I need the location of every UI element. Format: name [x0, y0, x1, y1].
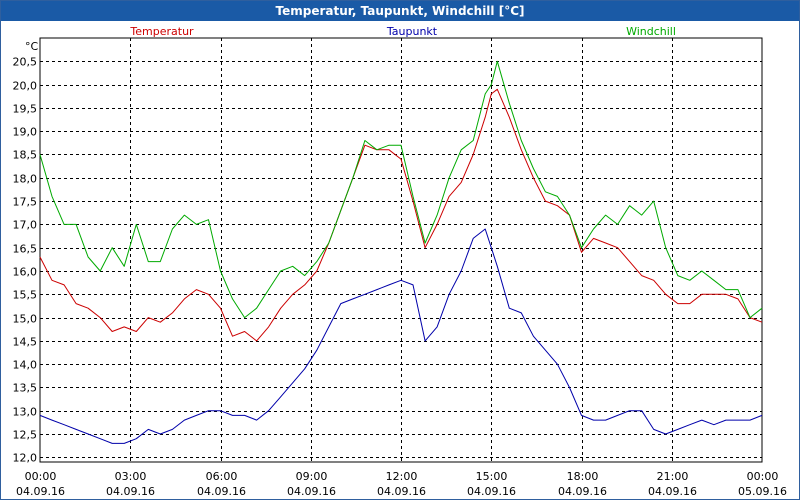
plot-frame: [39, 37, 763, 463]
x-tick-time: 00:00: [25, 470, 57, 483]
x-tick-date: 04.09.16: [287, 485, 336, 498]
x-tick-time: 09:00: [296, 470, 328, 483]
y-tick-label: 13,0: [13, 406, 38, 419]
y-tick-label: 13,5: [13, 382, 38, 395]
x-tick-date: 04.09.16: [197, 485, 246, 498]
y-axis-ticks: 12,0 12,5 13,0 13,5 14,0 14,5 15,0 15,5 16,0 16,5…: [13, 56, 38, 465]
y-tick-label: 16,0: [13, 266, 38, 279]
series-line-taupunkt: [39, 228, 763, 444]
x-tick-date: 04.09.16: [377, 485, 426, 498]
x-tick-date: 05.09.16: [738, 485, 787, 498]
x-tick-time: 03:00: [115, 470, 147, 483]
y-tick-label: 20,0: [13, 80, 38, 93]
y-tick-label: 18,0: [13, 173, 38, 186]
x-tick-time: 00:00: [747, 470, 779, 483]
x-tick-time: 12:00: [386, 470, 418, 483]
y-tick-label: 17,5: [13, 196, 38, 209]
x-tick-time: 18:00: [567, 470, 599, 483]
x-tick-time: 15:00: [476, 470, 508, 483]
y-tick-label: 19,0: [13, 126, 38, 139]
y-tick-label: 18,5: [13, 149, 38, 162]
grid-lines: [40, 38, 762, 462]
x-tick-date: 04.09.16: [467, 485, 516, 498]
y-axis-label: °C: [25, 40, 39, 53]
legend-windchill: Windchill: [626, 25, 676, 38]
x-tick-date: 04.09.16: [106, 485, 155, 498]
series-line-temperatur: [39, 88, 763, 342]
x-tick-time: 06:00: [206, 470, 238, 483]
window-title: Temperatur, Taupunkt, Windchill [°C]: [1, 1, 799, 21]
series-line-windchill: [39, 60, 763, 319]
y-tick-label: 12,0: [13, 452, 38, 465]
series-lines: [39, 60, 763, 444]
legend: Temperatur Taupunkt Windchill: [129, 25, 676, 38]
y-tick-label: 20,5: [13, 56, 38, 69]
x-tick-date: 04.09.16: [648, 485, 697, 498]
legend-temperatur: Temperatur: [129, 25, 194, 38]
y-tick-label: 19,5: [13, 103, 38, 116]
y-tick-label: 15,0: [13, 313, 38, 326]
y-tick-label: 15,5: [13, 289, 38, 302]
x-tick-date: 04.09.16: [16, 485, 65, 498]
x-tick-time: 21:00: [657, 470, 689, 483]
y-tick-label: 17,0: [13, 219, 38, 232]
legend-taupunkt: Taupunkt: [386, 25, 438, 38]
y-tick-label: 14,0: [13, 359, 38, 372]
y-tick-label: 14,5: [13, 336, 38, 349]
x-axis-ticks: 00:00 04.09.16 03:00 04.09.16 06:00 04.09.16 0…: [16, 470, 787, 498]
y-tick-label: 16,5: [13, 243, 38, 256]
y-tick-label: 12,5: [13, 429, 38, 442]
x-tick-date: 04.09.16: [558, 485, 607, 498]
